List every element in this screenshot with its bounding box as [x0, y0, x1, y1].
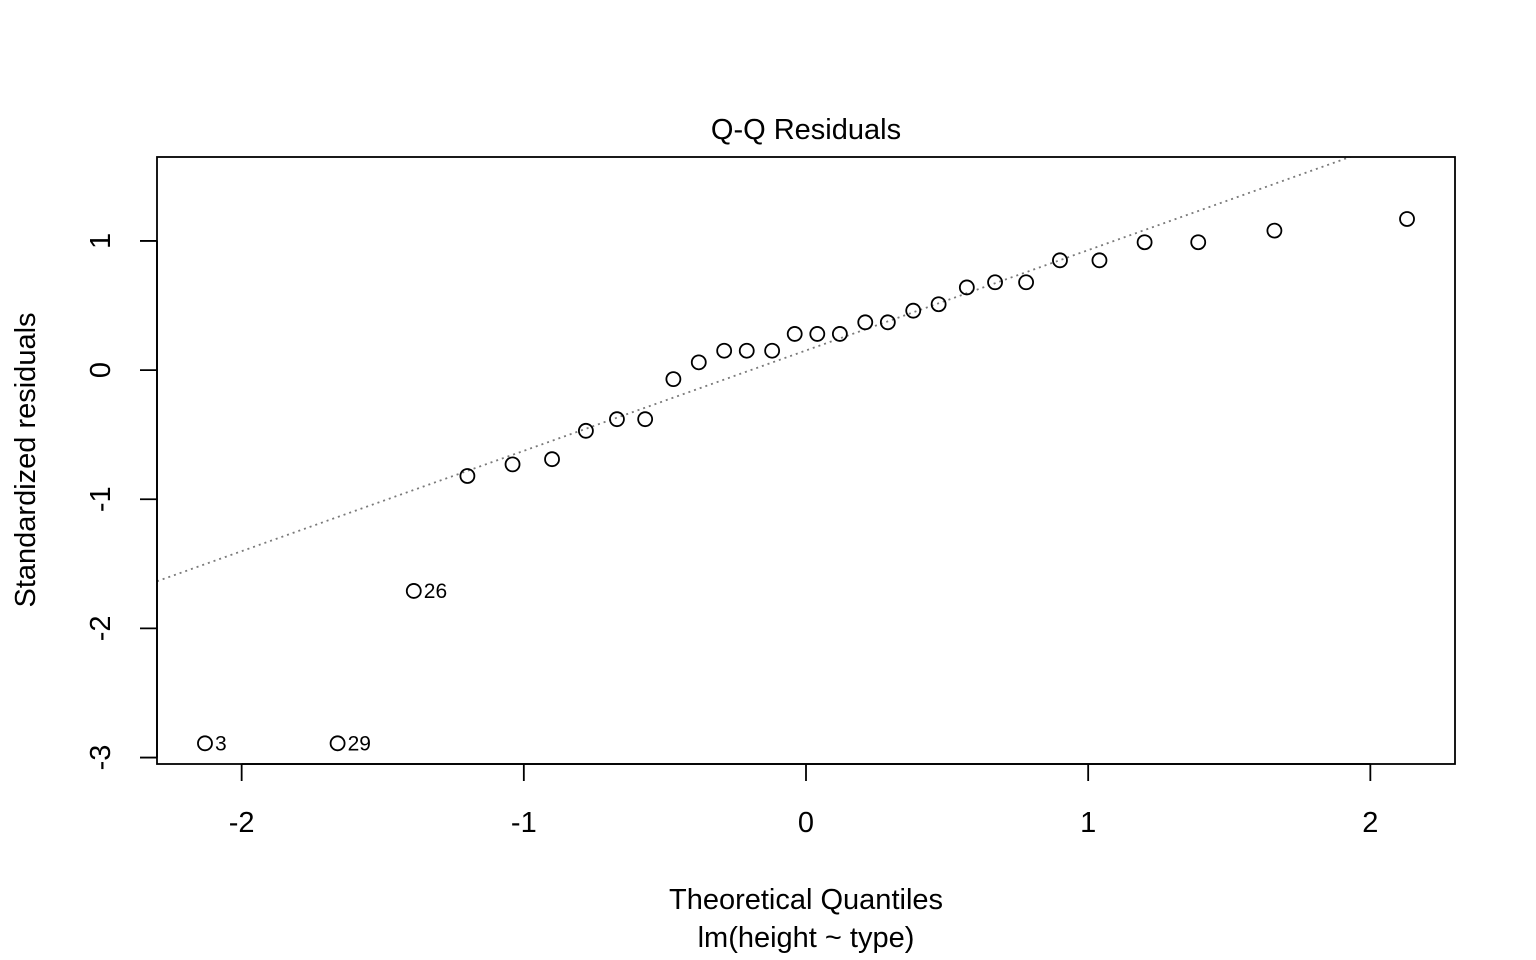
data-point: [1136, 234, 1153, 251]
model-formula-label: lm(height ~ type): [698, 922, 915, 954]
data-point: [1266, 222, 1283, 239]
chart-title: Q-Q Residuals: [711, 114, 901, 146]
data-point: [459, 468, 476, 484]
data-point: [1091, 252, 1108, 269]
x-tick-label: 2: [1362, 807, 1378, 839]
data-point: [905, 302, 922, 319]
data-point: [809, 326, 826, 342]
data-point: [738, 342, 755, 359]
data-point: [1399, 211, 1415, 227]
y-tick-label: -1: [85, 486, 117, 512]
data-point: [930, 296, 947, 313]
point-label-26: 26: [424, 580, 447, 603]
y-tick-label: 1: [85, 233, 117, 249]
data-point: [764, 342, 781, 359]
data-point: [987, 274, 1003, 291]
x-axis-label: Theoretical Quantiles: [669, 884, 943, 916]
data-point: [831, 326, 848, 342]
y-tick-label: 0: [85, 362, 117, 378]
x-tick-label: -2: [229, 807, 255, 839]
x-tick-label: 1: [1080, 807, 1096, 839]
data-point: [1052, 252, 1068, 269]
point-label-29: 29: [348, 732, 371, 755]
data-point: [690, 354, 707, 371]
data-point: [716, 342, 733, 359]
data-point: [665, 371, 682, 388]
x-axis: -2 -1 0 1 2: [229, 763, 1378, 839]
data-point: [578, 422, 594, 439]
y-tick-label: -3: [85, 745, 117, 771]
reference-line-layer: [157, 157, 1353, 583]
data-point: [786, 326, 803, 342]
y-axis: -3 -2 -1 0 1: [85, 233, 158, 771]
data-point: [879, 314, 896, 331]
data-point: [197, 735, 213, 752]
data-point: [609, 411, 625, 428]
data-point: [637, 411, 654, 428]
point-label-3: 3: [215, 732, 227, 755]
qq-reference-line: [157, 157, 1353, 583]
data-point: [329, 735, 346, 752]
points-layer: [197, 211, 1415, 752]
x-tick-label: 0: [798, 807, 814, 839]
data-point: [504, 456, 521, 473]
data-point: [405, 583, 422, 599]
x-tick-label: -1: [511, 807, 537, 839]
data-point: [857, 314, 874, 331]
data-point: [544, 451, 560, 468]
point-labels-layer: 3 29 26: [215, 580, 447, 755]
data-point: [1018, 274, 1034, 291]
data-point: [958, 279, 975, 296]
y-axis-label: Standardized residuals: [10, 312, 42, 607]
data-point: [1190, 234, 1207, 251]
y-tick-label: -2: [85, 615, 117, 641]
